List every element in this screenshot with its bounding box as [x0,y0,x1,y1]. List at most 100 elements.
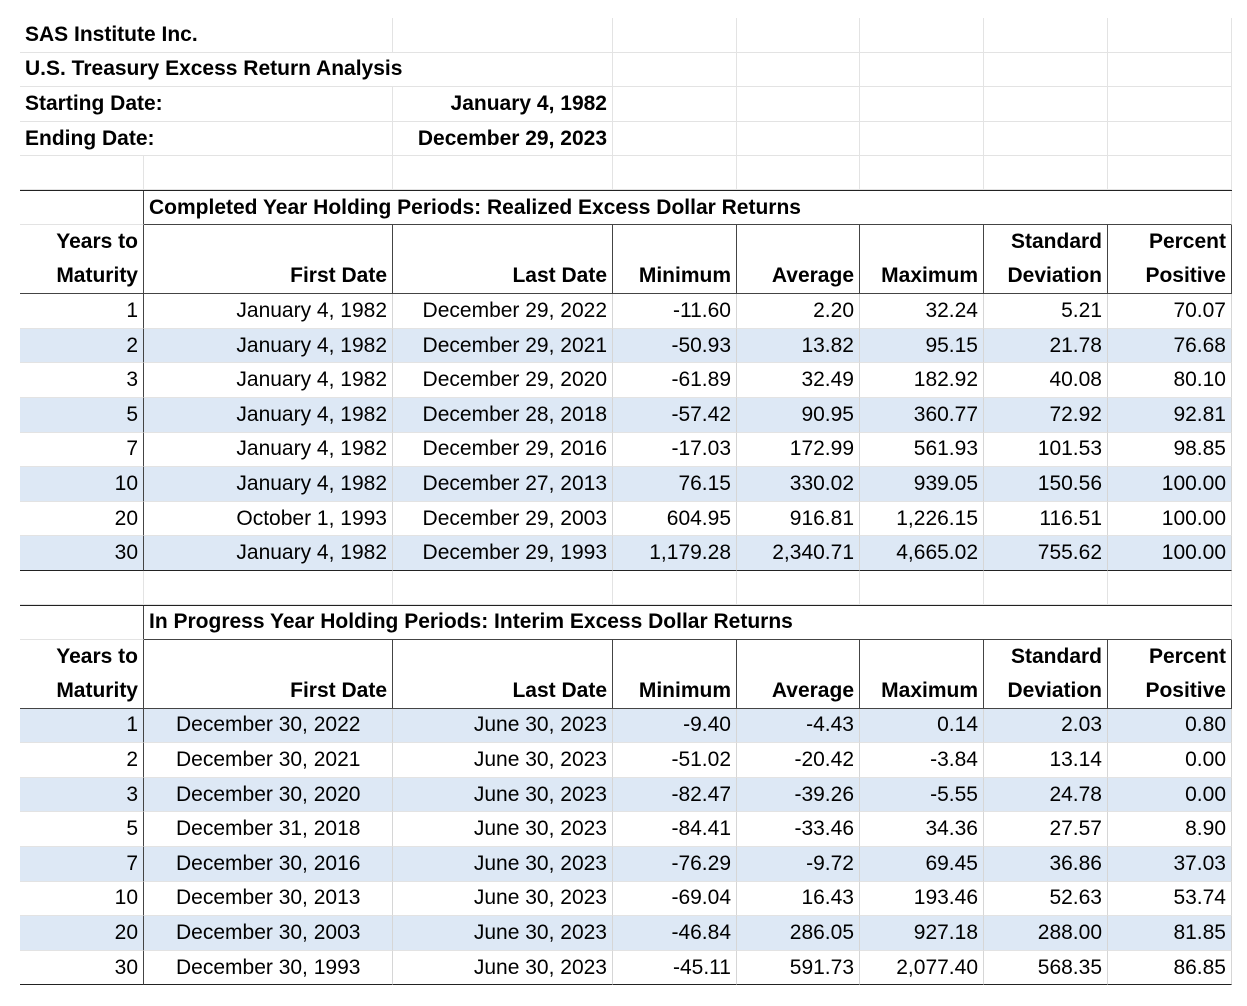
report-title: U.S. Treasury Excess Return Analysis [20,52,613,88]
table-title: Completed Year Holding Periods: Realized… [144,191,1232,225]
col-header-top-last-date [393,224,613,260]
table-row: 2 January 4, 1982 December 29, 2021 -50.93 1… [20,328,1232,364]
cell-first-date: January 4, 1982 [144,328,393,364]
col-header-average: Average [737,674,860,709]
col-header-top-years-to-maturity: Years to [20,224,144,260]
cell-percent-positive: 8.90 [1108,812,1232,848]
col-header-top-average [737,224,860,260]
cell-percent-positive: 86.85 [1108,950,1232,986]
cell-std-deviation: 116.51 [984,501,1108,537]
company-name: SAS Institute Inc. [20,18,393,53]
table-title-row: Completed Year Holding Periods: Realized… [20,190,1232,225]
cell-average: -39.26 [737,777,860,813]
cell-percent-positive: 100.00 [1108,501,1232,537]
cell-first-date: December 30, 2016 [144,847,393,882]
cell-first-date: January 4, 1982 [144,363,393,398]
cell-minimum: 604.95 [613,501,737,537]
cell-years-to-maturity: 7 [20,432,144,468]
cell-maximum: 69.45 [860,847,984,882]
spacer-row [20,156,1232,191]
cell-percent-positive: 76.68 [1108,328,1232,364]
cell-std-deviation: 52.63 [984,881,1108,917]
cell-years-to-maturity: 5 [20,812,144,848]
cell-maximum: 193.46 [860,881,984,917]
cell-first-date: December 31, 2018 [144,812,393,848]
cell-average: 172.99 [737,432,860,468]
cell-last-date: December 29, 2003 [393,501,613,537]
cell-last-date: June 30, 2023 [393,743,613,778]
cell-last-date: June 30, 2023 [393,708,613,744]
col-header-top-std-deviation: Standard [984,639,1108,675]
cell-average: 32.49 [737,363,860,398]
table-row: 5 December 31, 2018 June 30, 2023 -84.41 -33… [20,812,1232,848]
cell-years-to-maturity: 10 [20,467,144,502]
col-header-top-last-date [393,639,613,675]
header-row-bottom: Maturity First Date Last Date Minimum Averag… [20,259,1232,295]
cell-average: 90.95 [737,397,860,433]
cell-average: -9.72 [737,847,860,882]
cell-maximum: 360.77 [860,397,984,433]
cell-first-date: January 4, 1982 [144,536,393,571]
cell-average: 2,340.71 [737,536,860,571]
col-header-years-to-maturity: Maturity [20,259,144,295]
cell-minimum: -45.11 [613,950,737,986]
table-title-row: In Progress Year Holding Periods: Interi… [20,604,1232,640]
table-row: 10 January 4, 1982 December 27, 2013 76.15 3… [20,467,1232,502]
start-date-value: January 4, 1982 [393,87,613,122]
cell-last-date: December 29, 2016 [393,432,613,468]
cell-last-date: December 29, 2022 [393,294,613,329]
cell-percent-positive: 81.85 [1108,916,1232,951]
header-row-end: Ending Date: December 29, 2023 [20,121,1232,157]
inprogress-table: In Progress Year Holding Periods: Interi… [20,604,1232,986]
col-header-top-years-to-maturity: Years to [20,639,144,675]
cell-minimum: -9.40 [613,708,737,744]
cell-percent-positive: 53.74 [1108,881,1232,917]
cell-percent-positive: 80.10 [1108,363,1232,398]
cell-years-to-maturity: 10 [20,881,144,917]
cell-minimum: -82.47 [613,777,737,813]
cell-percent-positive: 70.07 [1108,294,1232,329]
cell-average: 330.02 [737,467,860,502]
cell-std-deviation: 150.56 [984,467,1108,502]
cell-maximum: 95.15 [860,328,984,364]
completed-table: Completed Year Holding Periods: Realized… [20,190,1232,571]
header-row-report: U.S. Treasury Excess Return Analysis [20,52,1232,88]
cell-maximum: 939.05 [860,467,984,502]
table-row: 3 December 30, 2020 June 30, 2023 -82.47 -39… [20,777,1232,813]
col-header-top-first-date [144,639,393,675]
cell-first-date: December 30, 1993 [144,950,393,986]
cell-minimum: -69.04 [613,881,737,917]
cell-maximum: 927.18 [860,916,984,951]
col-header-percent-positive: Positive [1108,674,1232,709]
cell-minimum: -11.60 [613,294,737,329]
header-row-company: SAS Institute Inc. [20,18,1232,53]
cell-percent-positive: 92.81 [1108,397,1232,433]
col-header-top-maximum [860,639,984,675]
cell-last-date: December 27, 2013 [393,467,613,502]
cell-maximum: 0.14 [860,708,984,744]
cell-std-deviation: 101.53 [984,432,1108,468]
cell-percent-positive: 0.00 [1108,743,1232,778]
cell-minimum: -61.89 [613,363,737,398]
cell-years-to-maturity: 2 [20,743,144,778]
cell-std-deviation: 36.86 [984,847,1108,882]
cell-average: 16.43 [737,881,860,917]
cell-minimum: -84.41 [613,812,737,848]
cell-years-to-maturity: 20 [20,501,144,537]
cell-years-to-maturity: 20 [20,916,144,951]
cell-average: 2.20 [737,294,860,329]
cell-std-deviation: 24.78 [984,777,1108,813]
col-header-last-date: Last Date [393,674,613,709]
cell-std-deviation: 755.62 [984,536,1108,571]
cell-first-date: January 4, 1982 [144,294,393,329]
col-header-top-std-deviation: Standard [984,224,1108,260]
col-header-maximum: Maximum [860,674,984,709]
cell-minimum: 76.15 [613,467,737,502]
cell-percent-positive: 0.00 [1108,777,1232,813]
cell-std-deviation: 27.57 [984,812,1108,848]
cell-years-to-maturity: 1 [20,708,144,744]
col-header-top-minimum [613,639,737,675]
title-spacer [20,605,144,640]
cell-maximum: 2,077.40 [860,950,984,986]
table-row: 3 January 4, 1982 December 29, 2020 -61.89 3… [20,363,1232,398]
